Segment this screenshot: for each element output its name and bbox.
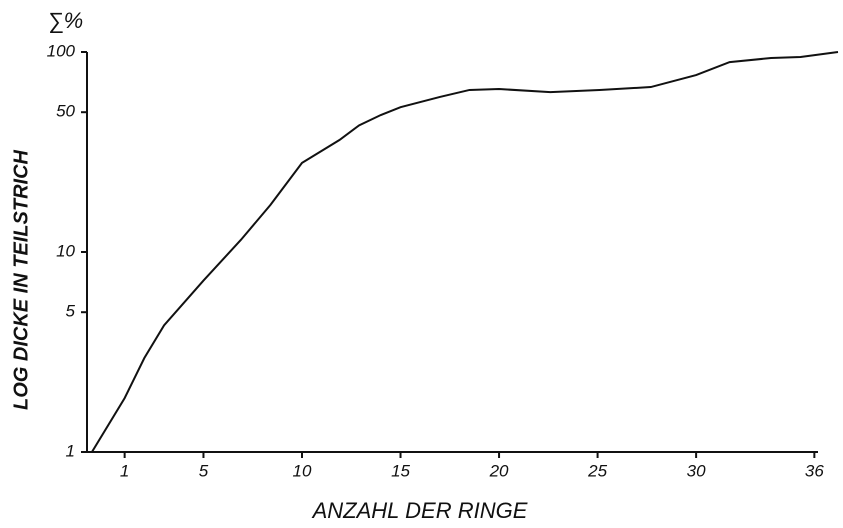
y-annotation: ∑% [48,8,83,33]
x-tick-label: 10 [293,461,312,480]
y-tick-label: 10 [56,241,75,260]
x-axis-label: ANZAHL DER RINGE [311,498,528,523]
y-tick-label: 100 [47,41,76,60]
x-tick-label: 30 [687,461,706,480]
x-tick-label: 36 [805,461,824,480]
y-tick-label: 5 [66,302,76,321]
x-tick-label: 25 [587,461,607,480]
y-tick-label: 1 [66,441,75,460]
y-tick-label: 50 [56,102,75,121]
data-line [91,51,839,453]
y-axis-label: LOG DICKE IN TEILSTRICH [10,149,32,410]
x-tick-label: 1 [120,461,129,480]
x-tick-label: 15 [391,461,410,480]
x-tick-label: 5 [199,461,209,480]
x-tick-label: 20 [489,461,509,480]
